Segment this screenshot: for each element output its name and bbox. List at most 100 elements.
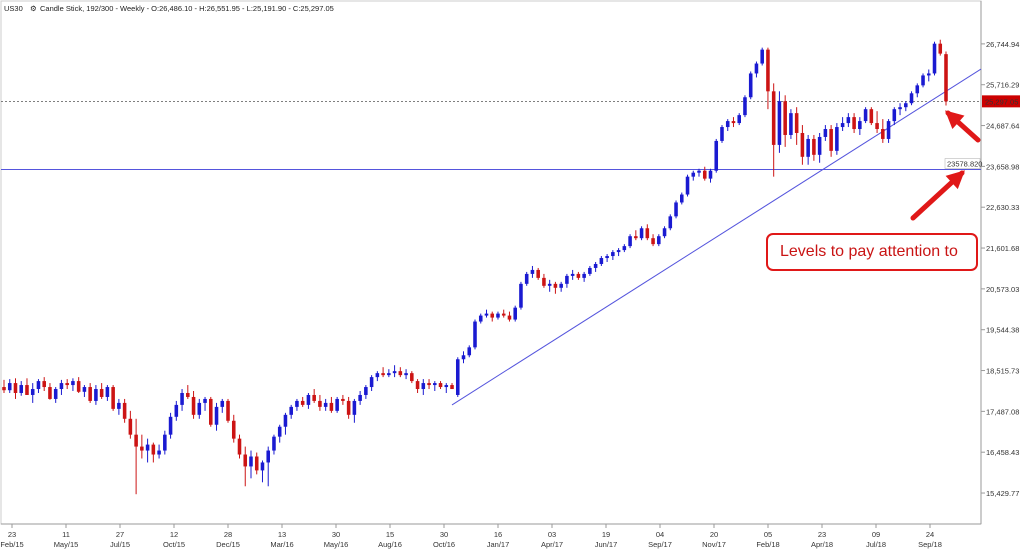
candle-body bbox=[76, 381, 81, 392]
candle-body bbox=[450, 385, 454, 390]
candle-body bbox=[404, 373, 408, 376]
candle-body bbox=[237, 438, 242, 455]
candle bbox=[674, 200, 678, 219]
candle-body bbox=[840, 123, 845, 128]
candle bbox=[789, 109, 793, 139]
candle-body bbox=[467, 347, 472, 356]
candle-body bbox=[260, 462, 265, 471]
candle bbox=[588, 265, 592, 276]
x-tick-day: 19 bbox=[602, 530, 610, 539]
candle-body bbox=[812, 138, 816, 155]
candle-body bbox=[743, 97, 747, 116]
candle bbox=[7, 379, 12, 393]
candle-body bbox=[616, 250, 621, 253]
candle bbox=[657, 234, 661, 247]
candle bbox=[806, 134, 810, 165]
candle-body bbox=[427, 383, 431, 386]
candle-body bbox=[48, 387, 52, 399]
candle-body bbox=[226, 400, 230, 421]
x-tick-day: 28 bbox=[224, 530, 232, 539]
candle-body bbox=[611, 252, 615, 257]
candle-body bbox=[455, 359, 460, 395]
arrow-head bbox=[945, 110, 965, 130]
candle bbox=[36, 379, 41, 393]
candle bbox=[858, 117, 862, 135]
candle bbox=[616, 248, 621, 257]
x-tick-month: Nov/17 bbox=[702, 540, 726, 549]
candle bbox=[645, 224, 650, 241]
candle bbox=[346, 396, 351, 419]
candle bbox=[300, 396, 305, 407]
candle-body bbox=[714, 140, 719, 171]
candle-body bbox=[352, 400, 357, 415]
candle bbox=[501, 309, 506, 318]
candle-body bbox=[685, 176, 690, 195]
candle bbox=[444, 383, 449, 393]
candle bbox=[708, 168, 713, 183]
candle bbox=[19, 381, 24, 396]
candle bbox=[157, 444, 161, 459]
candle-body bbox=[904, 103, 908, 108]
candle bbox=[48, 383, 52, 400]
y-tick-label: 25,716.29 bbox=[986, 81, 1019, 90]
candle bbox=[117, 398, 121, 415]
candle-body bbox=[944, 54, 948, 102]
candle-body bbox=[789, 113, 793, 135]
candle bbox=[570, 269, 575, 280]
candle-body bbox=[122, 402, 127, 419]
x-tick-day: 20 bbox=[710, 530, 718, 539]
x-tick-month: Aug/16 bbox=[378, 540, 402, 549]
candle bbox=[427, 379, 431, 390]
x-tick-month: May/15 bbox=[54, 540, 79, 549]
x-tick-day: 23 bbox=[8, 530, 16, 539]
candle bbox=[237, 434, 242, 459]
candle bbox=[186, 385, 190, 399]
candle-body bbox=[186, 392, 190, 397]
x-tick-month: Oct/15 bbox=[163, 540, 185, 549]
candle-body bbox=[858, 121, 862, 130]
candle bbox=[231, 414, 236, 443]
settings-icon[interactable]: ⚙ bbox=[30, 4, 37, 13]
candle bbox=[582, 271, 586, 282]
annotation-callout: Levels to pay attention to bbox=[766, 233, 978, 271]
candle bbox=[174, 400, 179, 421]
candle bbox=[714, 138, 719, 173]
y-tick-label: 24,687.64 bbox=[986, 122, 1019, 131]
candle-body bbox=[835, 127, 839, 151]
candle-body bbox=[335, 398, 339, 411]
candle bbox=[754, 61, 759, 78]
candle-body bbox=[254, 456, 259, 471]
candle bbox=[111, 385, 115, 411]
x-tick-day: 13 bbox=[278, 530, 286, 539]
candle-body bbox=[898, 107, 902, 110]
candle-body bbox=[71, 381, 75, 386]
candle-body bbox=[691, 172, 696, 177]
candle-body bbox=[886, 121, 891, 139]
candle-body bbox=[702, 170, 707, 179]
candle-body bbox=[846, 117, 851, 124]
candle bbox=[323, 398, 328, 411]
candle bbox=[450, 383, 454, 390]
candle bbox=[639, 226, 644, 241]
candle bbox=[794, 107, 799, 145]
candle bbox=[565, 273, 569, 288]
candle-body bbox=[634, 236, 638, 239]
candle bbox=[599, 256, 604, 266]
y-tick-label: 22,630.33 bbox=[986, 203, 1019, 212]
candle bbox=[254, 452, 259, 475]
candle bbox=[697, 168, 701, 177]
candle-body bbox=[243, 454, 248, 467]
candle bbox=[289, 404, 293, 419]
candle bbox=[909, 91, 914, 106]
candle-body bbox=[94, 389, 98, 401]
arrow-head bbox=[945, 170, 965, 190]
x-tick-day: 15 bbox=[386, 530, 394, 539]
candle-body bbox=[645, 228, 650, 239]
level-tag bbox=[944, 158, 981, 169]
candle-body bbox=[272, 436, 276, 451]
chart-details: Candle Stick, 192/300 - Weekly - O:26,48… bbox=[40, 4, 334, 13]
candle bbox=[415, 379, 420, 393]
candle-body bbox=[19, 385, 24, 393]
candle-body bbox=[651, 238, 655, 245]
candle bbox=[478, 313, 483, 324]
